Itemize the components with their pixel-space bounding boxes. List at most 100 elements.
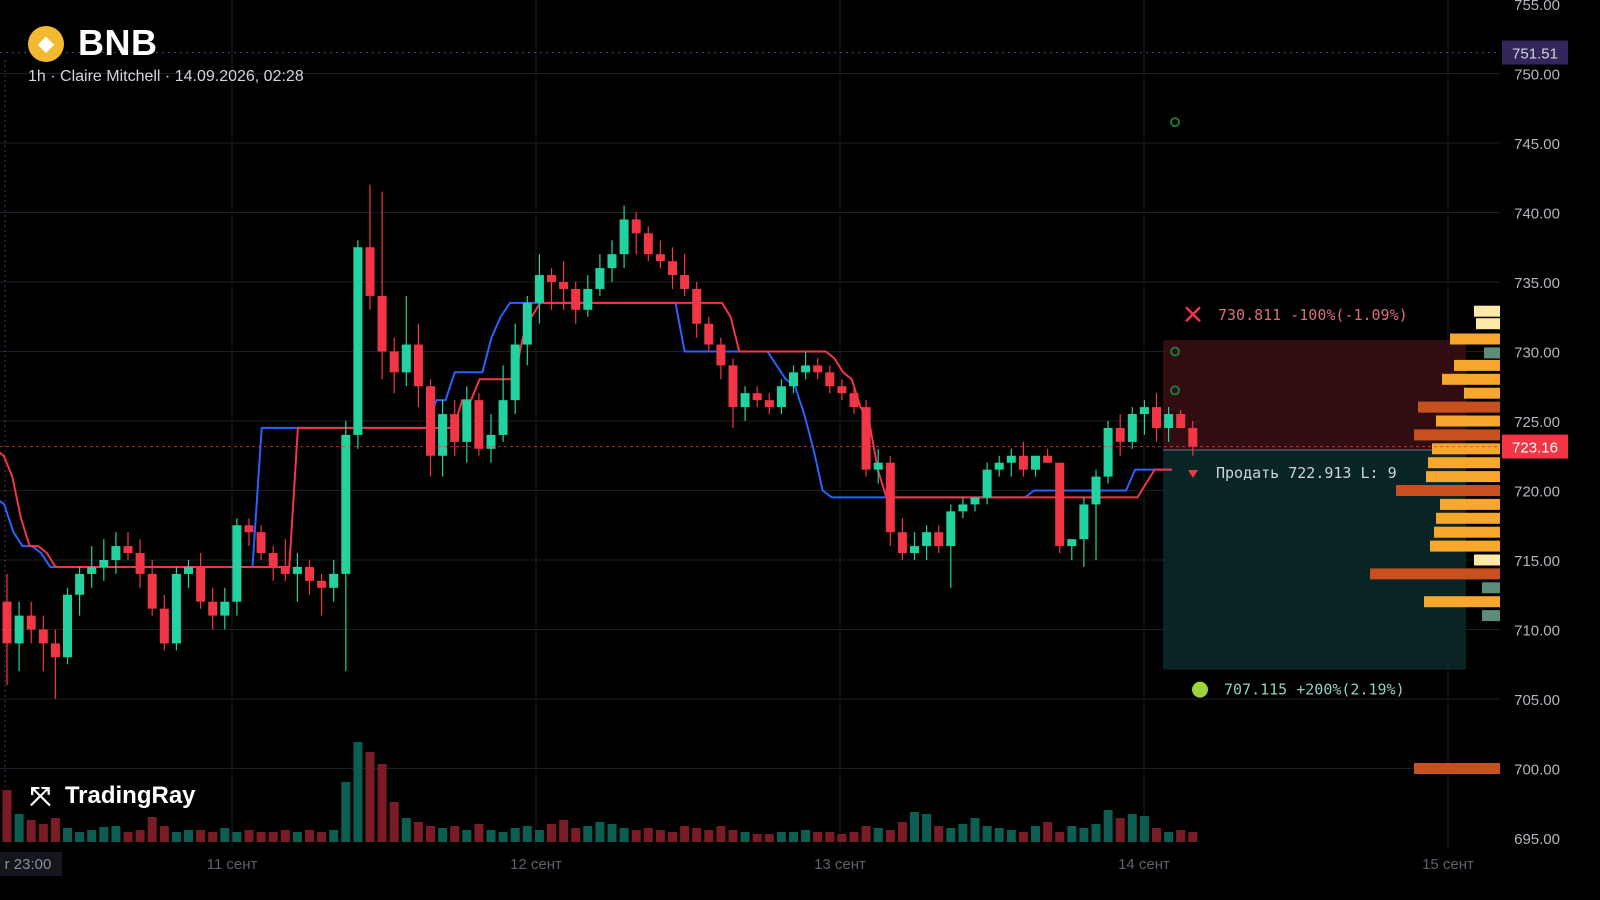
candle[interactable] bbox=[244, 518, 254, 547]
candle[interactable] bbox=[401, 295, 411, 387]
candle[interactable] bbox=[317, 573, 327, 616]
candle[interactable] bbox=[740, 386, 750, 421]
marker-price-badge[interactable]: 751.51 bbox=[1502, 40, 1568, 65]
candle[interactable] bbox=[232, 518, 242, 616]
candle[interactable] bbox=[776, 379, 786, 415]
candle[interactable] bbox=[1115, 414, 1125, 456]
candle[interactable] bbox=[1067, 539, 1077, 560]
candle[interactable] bbox=[643, 226, 653, 262]
candle[interactable] bbox=[63, 587, 72, 665]
candle[interactable] bbox=[680, 254, 690, 296]
candle[interactable] bbox=[1176, 409, 1186, 428]
candle[interactable] bbox=[292, 553, 302, 602]
candle[interactable] bbox=[377, 191, 387, 380]
candle[interactable] bbox=[438, 400, 448, 477]
candle[interactable] bbox=[498, 365, 508, 442]
candle[interactable] bbox=[897, 518, 907, 560]
candle[interactable] bbox=[764, 393, 774, 415]
candle[interactable] bbox=[38, 615, 48, 672]
candle[interactable] bbox=[123, 532, 133, 560]
candle[interactable] bbox=[534, 254, 544, 324]
candle[interactable] bbox=[462, 386, 472, 463]
candle[interactable] bbox=[752, 386, 762, 408]
candle[interactable] bbox=[171, 566, 181, 651]
candle[interactable] bbox=[910, 532, 919, 560]
candle[interactable] bbox=[789, 365, 798, 394]
candle[interactable] bbox=[1055, 462, 1065, 554]
candle[interactable] bbox=[522, 295, 532, 366]
price-axis[interactable]: 755.00 750.00 745.00 740.00 735.00 730.00 725.… bbox=[1502, 0, 1568, 848]
candle[interactable] bbox=[692, 282, 702, 338]
candle[interactable] bbox=[2, 573, 12, 686]
symbol-title[interactable]: BNB bbox=[78, 22, 158, 63]
candle[interactable] bbox=[268, 546, 278, 581]
candle[interactable] bbox=[655, 240, 665, 269]
candle[interactable] bbox=[87, 546, 97, 588]
candle[interactable] bbox=[1139, 400, 1149, 435]
candle[interactable] bbox=[50, 629, 60, 700]
candle[interactable] bbox=[184, 560, 193, 588]
candle[interactable] bbox=[474, 393, 484, 456]
candle[interactable] bbox=[341, 421, 351, 672]
candle[interactable] bbox=[450, 400, 460, 456]
candle[interactable] bbox=[99, 539, 109, 581]
candle[interactable] bbox=[389, 337, 399, 394]
candle[interactable] bbox=[728, 358, 738, 428]
candle[interactable] bbox=[547, 268, 556, 310]
candle[interactable] bbox=[280, 539, 290, 581]
candle[interactable] bbox=[595, 254, 605, 296]
candle[interactable] bbox=[159, 594, 169, 651]
candle[interactable] bbox=[934, 525, 944, 554]
candle[interactable] bbox=[571, 282, 581, 324]
candle[interactable] bbox=[607, 240, 617, 282]
candle[interactable] bbox=[486, 414, 496, 463]
candle[interactable] bbox=[220, 587, 230, 630]
candle[interactable] bbox=[75, 566, 85, 616]
candle[interactable] bbox=[885, 455, 895, 547]
candle[interactable] bbox=[825, 365, 835, 394]
candle[interactable] bbox=[801, 351, 811, 380]
candle[interactable] bbox=[1018, 441, 1028, 477]
candle[interactable] bbox=[619, 205, 629, 269]
candle[interactable] bbox=[982, 462, 992, 505]
candle[interactable] bbox=[994, 455, 1004, 477]
candle[interactable] bbox=[583, 275, 593, 317]
candle[interactable] bbox=[946, 504, 956, 588]
candle[interactable] bbox=[1103, 421, 1113, 484]
candle[interactable] bbox=[426, 379, 435, 477]
candle[interactable] bbox=[305, 560, 314, 595]
candle[interactable] bbox=[413, 323, 423, 408]
candle[interactable] bbox=[329, 560, 339, 602]
candle[interactable] bbox=[861, 400, 871, 477]
candle[interactable] bbox=[111, 532, 121, 574]
candle[interactable] bbox=[1127, 407, 1137, 449]
candlesticks[interactable] bbox=[2, 184, 1198, 700]
candle[interactable] bbox=[14, 601, 24, 672]
candle[interactable] bbox=[716, 337, 726, 380]
candle[interactable] bbox=[147, 560, 157, 616]
candle[interactable] bbox=[208, 587, 218, 630]
candle[interactable] bbox=[849, 386, 859, 415]
candle[interactable] bbox=[1031, 455, 1040, 477]
candle[interactable] bbox=[922, 525, 932, 560]
candle[interactable] bbox=[958, 497, 968, 519]
candle[interactable] bbox=[1006, 448, 1016, 477]
candle[interactable] bbox=[256, 525, 266, 560]
last-price-badge[interactable]: 723.16 bbox=[1502, 434, 1568, 459]
candle[interactable] bbox=[1164, 407, 1174, 442]
candle[interactable] bbox=[196, 553, 206, 609]
candle[interactable] bbox=[1188, 421, 1198, 456]
candle[interactable] bbox=[631, 212, 641, 255]
candle[interactable] bbox=[1152, 393, 1161, 442]
candle[interactable] bbox=[970, 497, 980, 512]
candle[interactable] bbox=[668, 247, 677, 289]
candle[interactable] bbox=[704, 316, 714, 352]
candle[interactable] bbox=[365, 184, 375, 310]
candle[interactable] bbox=[135, 539, 145, 588]
candle[interactable] bbox=[353, 240, 363, 449]
candle[interactable] bbox=[559, 261, 569, 310]
candle[interactable] bbox=[1091, 469, 1101, 560]
candle[interactable] bbox=[813, 358, 823, 380]
candle[interactable] bbox=[510, 323, 520, 415]
